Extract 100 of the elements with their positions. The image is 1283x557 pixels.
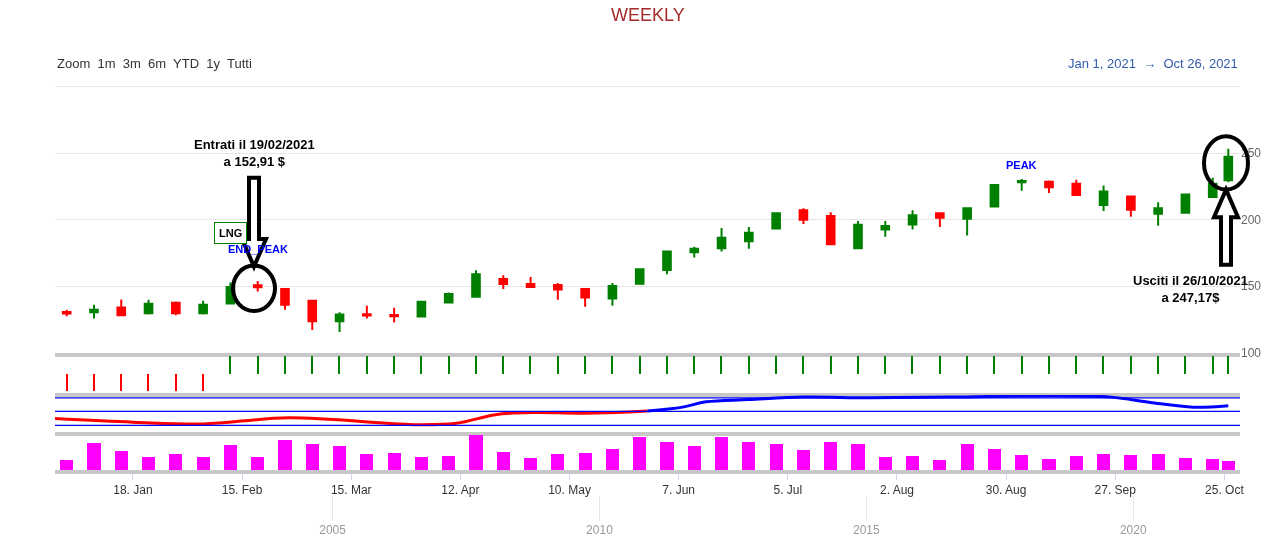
candlestick <box>443 291 454 305</box>
x-tick-label: 2. Aug <box>879 483 914 498</box>
candlestick <box>61 308 72 318</box>
bar <box>224 445 237 471</box>
candlestick <box>607 282 618 307</box>
candlestick <box>116 298 127 317</box>
bar <box>142 457 155 471</box>
x2-tick-label: 2010 <box>586 523 614 538</box>
candlestick <box>334 311 345 334</box>
candlestick <box>471 269 481 299</box>
bar <box>1179 458 1192 471</box>
bar <box>497 452 510 471</box>
bar <box>278 440 292 471</box>
bar <box>251 457 264 471</box>
bar <box>606 449 619 471</box>
candlestick <box>989 183 1000 208</box>
y-tick-label: 200 <box>1241 212 1262 227</box>
annotation: LNG <box>219 227 243 239</box>
candlestick <box>252 280 263 293</box>
candlestick <box>744 226 754 250</box>
bar <box>1124 455 1137 471</box>
candlestick <box>1126 194 1136 218</box>
bar <box>551 454 564 471</box>
x-tick-label: 30. Aug <box>985 483 1027 498</box>
bar <box>388 453 401 471</box>
bar <box>824 442 837 471</box>
candlestick <box>553 282 563 301</box>
candlestick <box>416 300 427 318</box>
candlestick <box>662 249 672 276</box>
candlestick <box>198 299 208 316</box>
x-tick-label: 25. Oct <box>1205 483 1245 498</box>
candlestick <box>171 300 181 317</box>
x-tick-label: 18. Jan <box>113 483 153 498</box>
y-tick-label: 100 <box>1241 345 1262 360</box>
candlestick <box>362 304 372 320</box>
bar <box>961 444 974 471</box>
bar <box>715 437 728 471</box>
candlestick <box>689 245 700 259</box>
candlestick <box>880 220 891 238</box>
candlestick <box>280 287 290 311</box>
x-tick-label: 7. Jun <box>662 483 696 498</box>
candlestick <box>798 207 809 225</box>
x2-tick-label: 2015 <box>853 523 881 538</box>
candlestick <box>1223 147 1234 184</box>
bar <box>1070 456 1083 471</box>
x-tick-label: 10. May <box>548 483 591 498</box>
text: Zoom 1m 3m 6m YTD 1y Tutti <box>57 56 252 71</box>
bar <box>442 456 455 471</box>
candlestick <box>716 226 727 253</box>
bar <box>1152 454 1165 471</box>
candlestick <box>389 306 399 324</box>
x2-tick-label: 2005 <box>319 523 347 538</box>
candlestick <box>89 303 99 320</box>
bar <box>360 454 373 471</box>
bar <box>306 444 319 471</box>
x-tick-label: 27. Sep <box>1094 483 1137 498</box>
candlestick <box>525 276 536 288</box>
candlestick <box>1071 178 1082 197</box>
annotation: PEAK <box>1006 159 1037 171</box>
bar <box>87 443 101 471</box>
candlestick <box>1180 192 1191 214</box>
bar <box>1015 455 1028 471</box>
bar <box>333 446 346 471</box>
bar <box>933 460 946 471</box>
bar <box>1206 459 1219 471</box>
x2-tick-label: 2020 <box>1119 523 1147 538</box>
bar <box>988 449 1001 471</box>
bar <box>660 442 674 471</box>
bar <box>742 442 755 471</box>
bar <box>906 456 919 471</box>
candlestick <box>634 268 645 285</box>
x-tick-label: 15. Feb <box>221 483 263 498</box>
bar <box>1042 459 1056 471</box>
x-tick-label: 15. Mar <box>330 483 372 498</box>
candlestick <box>935 212 945 228</box>
candlestick <box>771 212 781 230</box>
bar <box>797 450 810 471</box>
candlestick <box>962 207 972 237</box>
candlestick <box>1044 179 1054 195</box>
bar <box>1097 454 1110 471</box>
bar <box>770 444 783 471</box>
candlestick <box>907 209 918 231</box>
candlestick <box>580 287 590 308</box>
bar <box>879 457 892 471</box>
bar <box>524 458 537 471</box>
candlestick <box>1153 201 1163 227</box>
annotation: Entrati il 19/02/2021 a 152,91 $ <box>194 137 315 169</box>
bar <box>469 435 483 471</box>
bar <box>633 437 646 471</box>
bar <box>415 457 428 471</box>
candlestick <box>825 211 836 247</box>
bar <box>851 444 865 471</box>
x-tick-label: 12. Apr <box>441 483 480 498</box>
candlestick <box>1016 178 1027 192</box>
candlestick <box>1098 184 1109 212</box>
bar <box>197 457 210 471</box>
text: Jan 1, 2021 → Oct 26, 2021 <box>1068 56 1238 71</box>
bar <box>169 454 182 471</box>
bar <box>115 451 128 471</box>
candlestick <box>307 299 318 332</box>
